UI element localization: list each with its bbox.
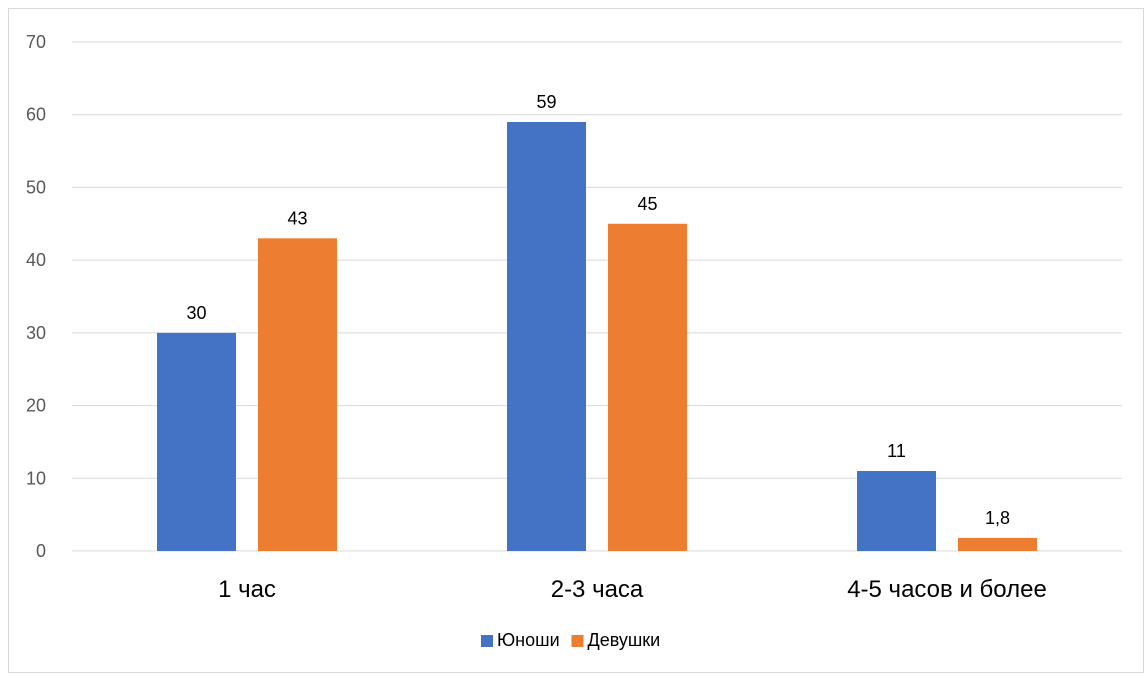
data-label: 30 — [186, 303, 206, 323]
bar-series-1 — [157, 332, 236, 551]
x-category-label: 4-5 часов и более — [847, 576, 1047, 603]
y-tick-label: 70 — [26, 32, 46, 52]
x-category-label: 1 час — [218, 576, 276, 603]
y-tick-label: 10 — [26, 468, 46, 488]
y-tick-label: 30 — [26, 323, 46, 343]
data-label: 1,8 — [985, 508, 1010, 528]
y-tick-label: 20 — [26, 396, 46, 416]
y-tick-label: 40 — [26, 250, 46, 270]
y-tick-label: 0 — [36, 541, 46, 561]
bar-series-2 — [258, 238, 337, 552]
legend-swatch — [481, 635, 493, 647]
data-label: 59 — [536, 92, 556, 112]
data-label: 45 — [637, 194, 657, 214]
bar-series-2 — [608, 223, 687, 552]
bar-series-1 — [507, 121, 586, 551]
legend-label: Юноши — [497, 630, 560, 650]
bar-series-1 — [857, 471, 936, 551]
y-tick-label: 50 — [26, 177, 46, 197]
bar-series-2 — [958, 537, 1037, 551]
data-label: 43 — [287, 208, 307, 228]
legend-swatch — [571, 635, 584, 647]
data-label: 11 — [887, 441, 906, 461]
legend-label: Девушки — [588, 630, 661, 650]
x-category-label: 2-3 часа — [551, 576, 644, 603]
y-tick-label: 60 — [26, 105, 46, 125]
